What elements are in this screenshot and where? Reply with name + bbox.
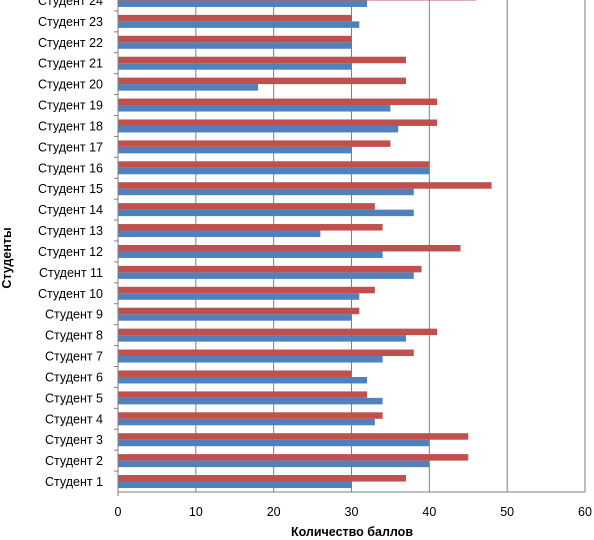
x-tick-label: 0: [115, 505, 122, 519]
bar: [118, 454, 469, 461]
bar: [118, 376, 368, 384]
x-tick-label: 30: [345, 505, 359, 519]
bar: [118, 105, 391, 112]
bar: [118, 460, 430, 468]
bar: [118, 314, 352, 321]
x-tick-label: 10: [189, 505, 203, 519]
bar: [118, 475, 406, 482]
bar: [118, 418, 375, 426]
y-tick-label: Студент 5: [45, 391, 103, 405]
y-tick-label: Студент 8: [45, 329, 103, 343]
bar: [118, 307, 360, 315]
labels: 0 10 20 30 40 50 60 Студент 1 Студент 2 Студент 3…: [38, 0, 592, 519]
bar: [118, 481, 352, 489]
bar: [118, 98, 438, 106]
bar: [118, 370, 352, 377]
bar: [118, 84, 259, 91]
bar: [118, 0, 368, 7]
bar: [118, 335, 406, 342]
bar: [118, 391, 368, 398]
y-tick-label: Студент 4: [45, 412, 103, 426]
y-tick-label: Студент 1: [45, 475, 103, 489]
y-tick-label: Студент 16: [38, 161, 103, 175]
x-tick-label: 40: [422, 505, 436, 519]
bar: [118, 125, 399, 133]
y-tick-label: Студент 20: [38, 78, 103, 92]
y-tick-label: Студент 6: [45, 370, 103, 384]
y-tick-label: Студент 14: [38, 203, 103, 217]
bar: [118, 182, 492, 189]
y-tick-label: Студент 9: [45, 308, 103, 322]
axes: [114, 0, 585, 496]
bar: [118, 203, 375, 210]
bar: [118, 77, 406, 85]
y-tick-label: Студент 3: [45, 433, 103, 447]
bar: [118, 230, 321, 238]
y-tick-label: Студент 17: [38, 140, 103, 154]
y-tick-label: Студент 15: [38, 182, 103, 196]
bar: [118, 42, 352, 49]
y-tick-label: Студент 18: [38, 119, 103, 133]
bar: [118, 433, 469, 440]
y-tick-label: Студент 13: [38, 224, 103, 238]
bar: [118, 119, 438, 126]
bars: [118, 0, 492, 489]
y-tick-label: Студент 24: [38, 0, 103, 8]
bar: [118, 188, 414, 196]
bar: [118, 244, 461, 252]
bar: [118, 161, 430, 168]
x-tick-label: 20: [267, 505, 281, 519]
bar: [118, 167, 430, 175]
y-tick-label: Студент 10: [38, 287, 103, 301]
bar: [118, 293, 360, 300]
bar: [118, 14, 352, 22]
y-axis-title: Студенты: [0, 227, 14, 288]
y-tick-label: Студент 2: [45, 454, 103, 468]
bar: [118, 209, 414, 217]
bar: [118, 397, 383, 405]
bar: [118, 146, 352, 154]
bar: [118, 224, 383, 231]
bar: [118, 272, 414, 279]
bar: [118, 265, 422, 273]
y-tick-label: Студент 23: [38, 15, 103, 29]
bar: [118, 412, 383, 419]
bar: [118, 251, 383, 258]
y-tick-label: Студент 19: [38, 99, 103, 113]
y-tick-label: Студент 11: [39, 266, 103, 280]
y-tick-label: Студент 7: [45, 350, 103, 364]
bar: [118, 328, 438, 336]
y-tick-label: Студент 22: [38, 36, 103, 50]
bar: [118, 35, 352, 43]
bar: [118, 56, 406, 64]
bar: [118, 63, 352, 70]
bar: [118, 356, 383, 363]
x-tick-label: 50: [500, 505, 514, 519]
bar: [118, 140, 391, 147]
x-axis-title: Количество баллов: [291, 525, 413, 539]
y-tick-label: Студент 12: [38, 245, 103, 259]
y-tick-label: Студент 21: [38, 57, 103, 71]
bar: [118, 439, 430, 447]
bar: [118, 349, 414, 357]
bar: [118, 21, 360, 28]
bar: [118, 286, 375, 294]
x-tick-label: 60: [578, 505, 592, 519]
